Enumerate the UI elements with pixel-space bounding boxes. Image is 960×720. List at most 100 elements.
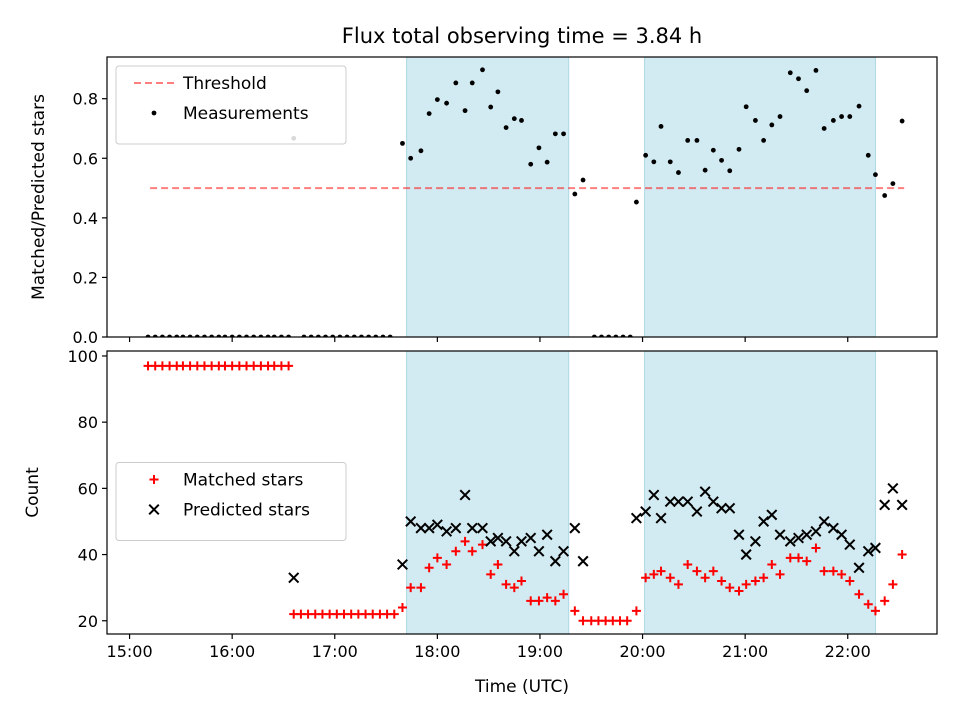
predicted-stars-point-21 bbox=[569, 522, 581, 534]
count-y-tick-label-3: 80 bbox=[78, 413, 98, 432]
measurements-point-40 bbox=[444, 100, 449, 106]
matched-stars-point-35 bbox=[389, 609, 399, 619]
measurements-point-66 bbox=[658, 124, 664, 129]
measurements-point-80 bbox=[777, 114, 783, 119]
count-observing-window-0 bbox=[406, 350, 570, 635]
predicted-stars-point-37 bbox=[749, 535, 761, 547]
predicted-stars-point-24 bbox=[640, 506, 652, 518]
matched-stars-point-46 bbox=[486, 569, 496, 579]
predicted-stars-point-38 bbox=[758, 515, 770, 527]
matched-stars-point-79 bbox=[759, 573, 769, 583]
predicted-stars-point-31 bbox=[699, 486, 711, 498]
predicted-stars-point-19 bbox=[549, 555, 561, 567]
predicted-stars-point-51 bbox=[869, 542, 881, 554]
predicted-stars-point-54 bbox=[896, 499, 908, 511]
measurements-point-63 bbox=[633, 199, 639, 205]
measurements-point-43 bbox=[469, 80, 475, 86]
predicted-stars-point-4 bbox=[423, 522, 435, 534]
predicted-stars-point-28 bbox=[672, 496, 684, 508]
measurements-point-78 bbox=[761, 138, 767, 143]
x-tick-label-5: 20:00 bbox=[619, 642, 665, 661]
predicted-stars-point-15 bbox=[515, 535, 527, 547]
measurements-point-86 bbox=[830, 118, 836, 123]
predicted-stars-point-16 bbox=[525, 532, 537, 544]
matched-stars-point-52 bbox=[534, 596, 544, 606]
measurements-point-84 bbox=[813, 68, 819, 73]
measurements-point-52 bbox=[544, 159, 550, 165]
matched-stars-point-53 bbox=[542, 593, 552, 603]
matched-stars-point-74 bbox=[717, 576, 727, 586]
legend-measurements-swatch bbox=[151, 110, 157, 116]
measurements-point-36 bbox=[408, 155, 414, 161]
predicted-stars-point-53 bbox=[887, 482, 899, 494]
ratio-y-tick-label-2: 0.4 bbox=[73, 209, 98, 228]
x-tick-label-2: 17:00 bbox=[312, 642, 358, 661]
count-observing-window-1 bbox=[644, 350, 876, 635]
predicted-stars-point-39 bbox=[766, 509, 778, 521]
matched-stars-point-51 bbox=[526, 596, 536, 606]
matched-stars-point-87 bbox=[828, 566, 838, 576]
matched-stars-point-64 bbox=[631, 606, 641, 616]
matched-stars-point-41 bbox=[442, 559, 452, 569]
predicted-stars-point-41 bbox=[784, 535, 796, 547]
ratio-y-tick-label-1: 0.2 bbox=[73, 268, 98, 287]
measurements-point-81 bbox=[787, 70, 793, 76]
predicted-stars-point-43 bbox=[801, 529, 813, 541]
measurements-point-71 bbox=[702, 167, 708, 173]
measurements-point-76 bbox=[743, 104, 749, 110]
x-tick-label-4: 19:00 bbox=[517, 642, 563, 661]
measurements-point-47 bbox=[503, 125, 509, 130]
predicted-stars-point-0 bbox=[288, 572, 300, 584]
predicted-stars-point-32 bbox=[707, 496, 719, 508]
count-y-axis-label: Count bbox=[23, 467, 43, 518]
legend-threshold-label: Threshold bbox=[182, 74, 267, 94]
matched-stars-point-86 bbox=[819, 566, 829, 576]
legend-matched-stars-swatch bbox=[149, 475, 159, 484]
count-y-tick-label-2: 60 bbox=[78, 479, 98, 498]
ratio-y-tick-label-0: 0.0 bbox=[73, 328, 98, 347]
matched-stars-point-55 bbox=[559, 589, 569, 599]
measurements-point-88 bbox=[847, 114, 853, 119]
matched-stars-point-66 bbox=[649, 569, 659, 579]
matched-stars-point-69 bbox=[673, 579, 683, 589]
measurements-point-75 bbox=[736, 146, 742, 152]
measurements-point-44 bbox=[480, 67, 485, 73]
measurements-point-67 bbox=[667, 159, 673, 165]
matched-stars-point-40 bbox=[432, 553, 442, 563]
predicted-stars-point-12 bbox=[492, 532, 504, 544]
count-data-points bbox=[143, 361, 908, 626]
measurements-point-56 bbox=[580, 177, 586, 183]
measurements-point-46 bbox=[495, 89, 501, 95]
measurements-point-85 bbox=[821, 126, 827, 131]
matched-stars-point-71 bbox=[692, 566, 702, 576]
predicted-stars-point-23 bbox=[630, 512, 642, 524]
measurements-point-69 bbox=[685, 138, 691, 143]
matched-stars-point-42 bbox=[451, 546, 461, 556]
predicted-stars-point-36 bbox=[740, 549, 752, 561]
predicted-stars-point-7 bbox=[450, 522, 462, 534]
ratio-y-tick-label-3: 0.6 bbox=[73, 149, 98, 168]
x-tick-label-0: 15:00 bbox=[107, 642, 153, 661]
matched-stars-point-76 bbox=[734, 586, 744, 596]
predicted-stars-point-20 bbox=[558, 545, 570, 557]
count-y-tick-label-0: 20 bbox=[78, 612, 98, 631]
matched-stars-point-54 bbox=[550, 596, 560, 606]
ratio-axes-frame bbox=[106, 56, 938, 338]
matched-stars-point-67 bbox=[656, 566, 666, 576]
predicted-stars-point-44 bbox=[810, 525, 822, 537]
measurements-point-91 bbox=[873, 172, 878, 178]
matched-stars-point-43 bbox=[460, 536, 470, 546]
predicted-stars-point-10 bbox=[476, 522, 489, 534]
matched-stars-point-57 bbox=[578, 616, 588, 626]
predicted-stars-point-13 bbox=[500, 535, 512, 547]
count-axes-frame bbox=[106, 350, 938, 635]
count-y-tick-label-4: 100 bbox=[67, 347, 98, 366]
measurements-point-73 bbox=[719, 157, 724, 163]
predicted-stars-point-6 bbox=[441, 525, 453, 537]
measurements-point-39 bbox=[434, 97, 440, 102]
x-tick-label-3: 18:00 bbox=[414, 642, 460, 661]
matched-stars-point-37 bbox=[406, 583, 416, 593]
matched-stars-point-91 bbox=[863, 599, 873, 609]
matched-stars-point-68 bbox=[665, 573, 675, 583]
measurements-point-79 bbox=[769, 122, 775, 128]
